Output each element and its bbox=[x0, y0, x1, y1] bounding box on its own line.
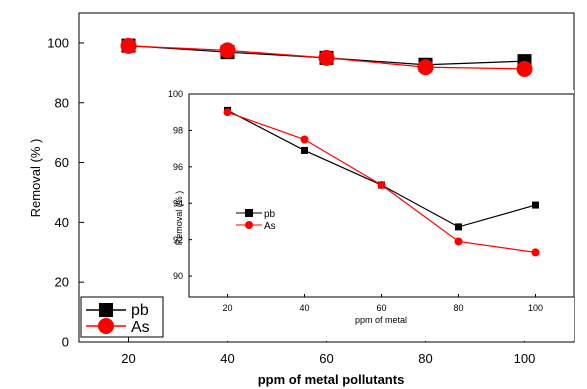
inset-y-axis-label: Removal (% ) bbox=[174, 191, 184, 246]
main-y-tick-label: 60 bbox=[55, 155, 69, 170]
inset-point-as bbox=[223, 108, 232, 117]
main-x-tick-label: 40 bbox=[220, 351, 234, 366]
main-x-tick-label: 20 bbox=[121, 351, 135, 366]
inset-x-axis-label: ppm of metal bbox=[355, 315, 407, 325]
main-legend-box bbox=[80, 296, 164, 338]
inset-x-tick-label: 20 bbox=[222, 303, 232, 313]
inset-series bbox=[223, 106, 540, 257]
inset-legend: pb As bbox=[236, 209, 276, 232]
main-y-tick-label: 20 bbox=[55, 275, 69, 290]
main-point-as bbox=[516, 60, 533, 77]
main-point-as bbox=[318, 49, 335, 66]
main-point-as bbox=[120, 37, 137, 54]
inset-point-as bbox=[454, 237, 463, 246]
inset-point-pb bbox=[532, 201, 539, 209]
inset-x-tick-label: 60 bbox=[376, 303, 386, 313]
inset-legend-label-pb: pb bbox=[264, 209, 276, 220]
inset-legend-marker-as bbox=[245, 221, 253, 229]
inset-x-tick-label: 40 bbox=[299, 303, 309, 313]
main-legend: pb As bbox=[80, 296, 164, 338]
main-y-tick-label: 0 bbox=[62, 335, 69, 350]
main-x-tick-label: 100 bbox=[514, 351, 536, 366]
inset-point-pb bbox=[455, 223, 462, 231]
main-legend-label-as: As bbox=[131, 319, 150, 336]
main-legend-marker-pb bbox=[99, 303, 113, 317]
main-x-axis-label: ppm of metal pollutants bbox=[258, 372, 405, 387]
main-series bbox=[120, 37, 533, 77]
main-y-tick-label: 80 bbox=[55, 95, 69, 110]
main-point-as bbox=[219, 42, 236, 59]
main-legend-marker-as bbox=[98, 318, 114, 334]
main-point-as bbox=[417, 59, 434, 76]
inset-x-tick-label: 100 bbox=[528, 303, 543, 313]
inset-y-ticks: 90 92 94 96 98 100 bbox=[168, 89, 192, 281]
inset-background bbox=[160, 90, 574, 341]
inset-x-ticks: 20 40 60 80 100 bbox=[222, 294, 543, 313]
inset-y-tick-label: 92 bbox=[173, 235, 183, 245]
main-x-ticks: 20 40 60 80 100 bbox=[121, 337, 535, 366]
inset-y-tick-label: 96 bbox=[173, 162, 183, 172]
inset-legend-marker-pb bbox=[245, 209, 253, 217]
main-legend-label-pb: pb bbox=[131, 302, 149, 319]
inset-y-tick-label: 90 bbox=[173, 271, 183, 281]
inset-point-as bbox=[300, 135, 309, 144]
main-y-tick-label: 40 bbox=[55, 215, 69, 230]
main-y-axis-label: Removal (% ) bbox=[28, 139, 43, 218]
main-y-tick-label: 100 bbox=[47, 35, 69, 50]
main-y-ticks: 0 20 40 60 80 100 bbox=[47, 35, 84, 350]
inset-x-tick-label: 80 bbox=[453, 303, 463, 313]
main-x-tick-label: 80 bbox=[418, 351, 432, 366]
inset-point-as bbox=[531, 248, 540, 257]
inset-point-pb bbox=[301, 146, 308, 154]
inset-legend-label-as: As bbox=[264, 221, 276, 232]
inset-y-tick-label: 98 bbox=[173, 126, 183, 136]
inset-y-tick-label: 100 bbox=[168, 89, 183, 99]
main-x-tick-label: 60 bbox=[319, 351, 333, 366]
inset-point-as bbox=[377, 181, 386, 190]
inset-y-tick-label: 94 bbox=[173, 198, 183, 208]
